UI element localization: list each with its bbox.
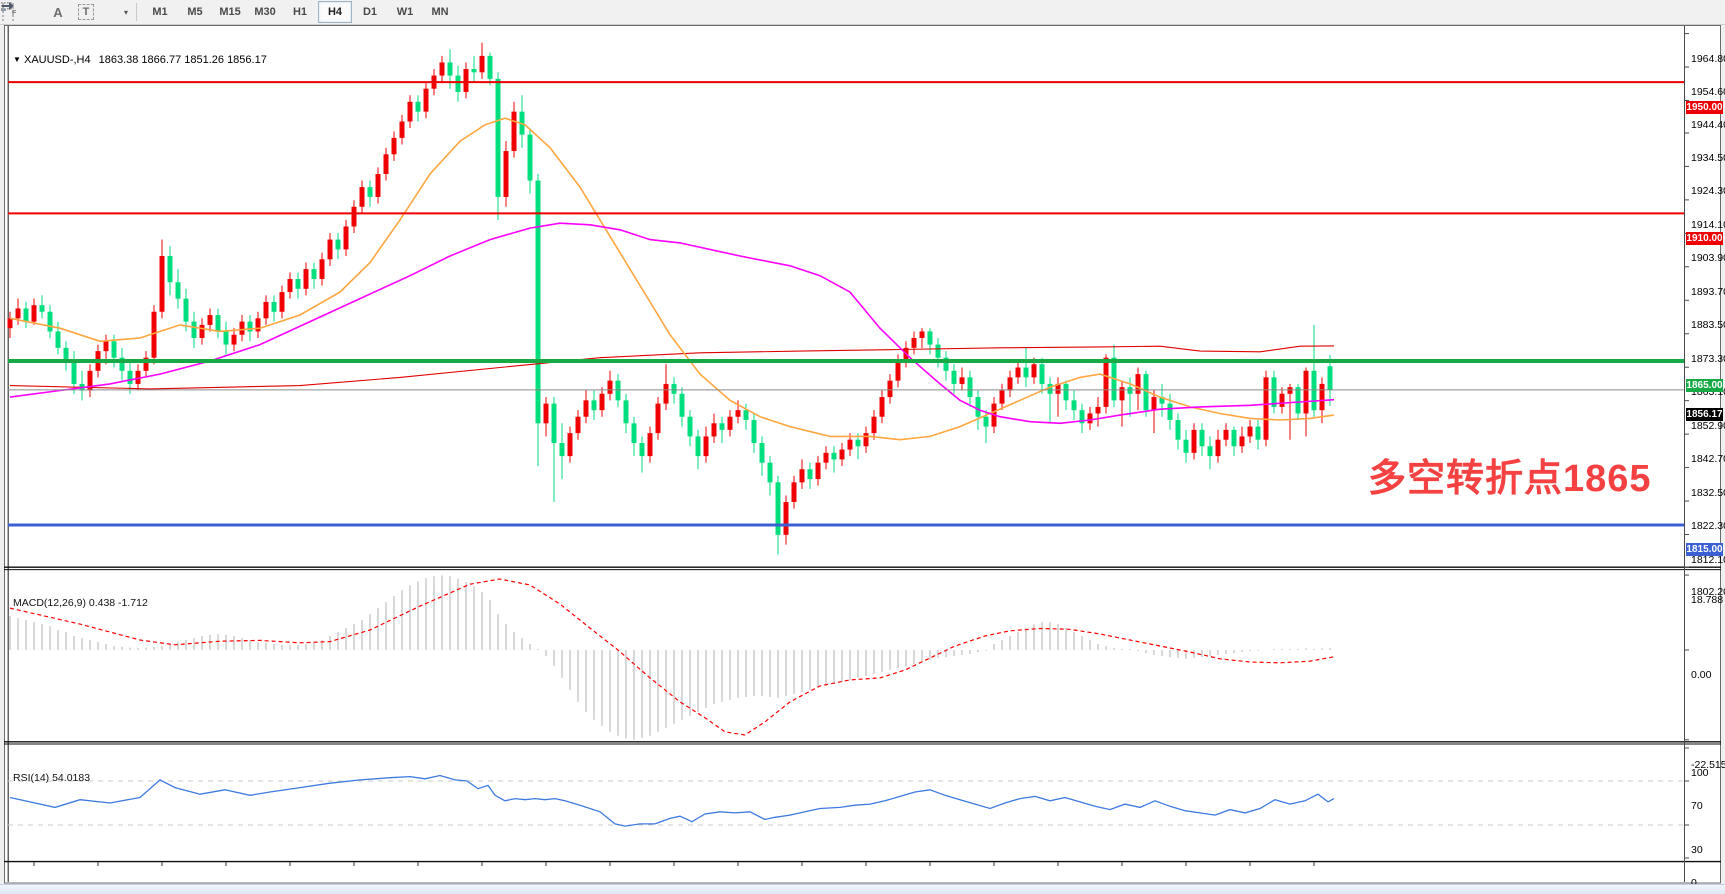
price-badge-1910.00: 1910.00: [1686, 231, 1723, 245]
price-tick-label: 1883.50: [1691, 319, 1725, 332]
price-badge-1950.00: 1950.00: [1686, 100, 1723, 114]
timeframe-button-H4[interactable]: H4: [318, 1, 353, 23]
macd-indicator-label: MACD(12,26,9) 0.438 -1.712: [13, 597, 148, 609]
price-tick-label: 1842.70: [1691, 453, 1725, 466]
price-badge-1856.17: 1856.17: [1686, 408, 1723, 422]
level-lines-layer: [8, 81, 1684, 527]
toolbar-separator: [136, 3, 138, 21]
text-label-icon[interactable]: T: [74, 2, 98, 22]
rsi-indicator-label: RSI(14) 54.0183: [13, 772, 91, 784]
timeframe-button-MN[interactable]: MN: [431, 6, 449, 18]
toolbar: F A T ▾ M1 M5 M15 M30 H1 H4 D1 W1 MN: [0, 0, 1725, 25]
dropdown-caret-icon[interactable]: ▾: [124, 7, 129, 17]
price-badge-1815.00: 1815.00: [1686, 543, 1723, 557]
price-tick-label: 1812.10: [1691, 553, 1725, 566]
ohlc-readout: 1863.38 1866.77 1851.26 1856.17: [98, 54, 267, 66]
macd-tick-label: 0.00: [1691, 669, 1712, 681]
timeframe-bar: M1 M5 M15 M30 H1 H4 D1 W1 MN: [143, 1, 458, 23]
timeframe-button-H1[interactable]: H1: [292, 6, 308, 18]
macd-tick-label: 18.788: [1691, 594, 1724, 607]
chart-title: ▼ XAUUSD-,H4 1863.38 1866.77 1851.26 1856…: [13, 54, 267, 66]
rsi-tick-label: 0: [1691, 877, 1697, 889]
price-tick-label: 1852.90: [1691, 419, 1725, 432]
letter-a-icon[interactable]: A: [53, 4, 63, 20]
bottom-panel-edge: [0, 884, 1725, 894]
price-tick-label: 1802.20: [1691, 585, 1725, 598]
price-tick-label: 1944.40: [1691, 119, 1725, 132]
price-tick-label: 1964.80: [1691, 52, 1725, 65]
svg-text:F: F: [12, 10, 17, 16]
price-tick-label: 1873.30: [1691, 352, 1725, 365]
symbol-dropdown-icon[interactable]: ▼: [13, 55, 21, 64]
price-tick-label: 1903.90: [1691, 252, 1725, 265]
price-tick-label: 1954.60: [1691, 86, 1725, 99]
grid-f-icon[interactable]: F: [1, 2, 42, 22]
price-tick-label: 1924.30: [1691, 185, 1725, 198]
timeframe-button-M15[interactable]: M15: [219, 6, 241, 18]
price-tick-label: 1822.30: [1691, 520, 1725, 533]
price-tick-label: 1893.70: [1691, 285, 1725, 298]
price-badge-1865.00: 1865.00: [1686, 379, 1723, 393]
timeframe-button-M1[interactable]: M1: [152, 6, 168, 18]
candles-layer: [7, 42, 1333, 555]
price-tick-label: 1934.50: [1691, 151, 1725, 164]
moving-averages-layer: [9, 117, 1335, 441]
timeframe-button-M5[interactable]: M5: [187, 6, 203, 18]
chart-window[interactable]: ▼ XAUUSD-,H4 1863.38 1866.77 1851.26 1856…: [0, 25, 1725, 894]
chart-canvas[interactable]: [0, 25, 1725, 894]
rsi-tick-label: 70: [1691, 800, 1703, 812]
timeframe-button-D1[interactable]: D1: [362, 6, 378, 18]
price-tick-label: 1832.50: [1691, 486, 1725, 499]
rsi-tick-label: 30: [1691, 844, 1703, 856]
price-tick-label: 1914.10: [1691, 218, 1725, 231]
rsi-tick-label: 100: [1691, 767, 1709, 779]
timeframe-button-W1[interactable]: W1: [396, 6, 414, 18]
toolbar-grip[interactable]: [2, 3, 14, 21]
cycle-arrows-icon[interactable]: [1, 2, 126, 22]
annotation-text: 多空转折点1865: [1368, 458, 1652, 500]
macd-layer: [9, 575, 1335, 740]
symbol-label: XAUUSD-,H4: [23, 54, 91, 66]
rsi-line: [9, 774, 1335, 827]
macd-tick-label: -22.515: [1691, 758, 1725, 771]
timeframe-button-M30[interactable]: M30: [254, 6, 276, 18]
